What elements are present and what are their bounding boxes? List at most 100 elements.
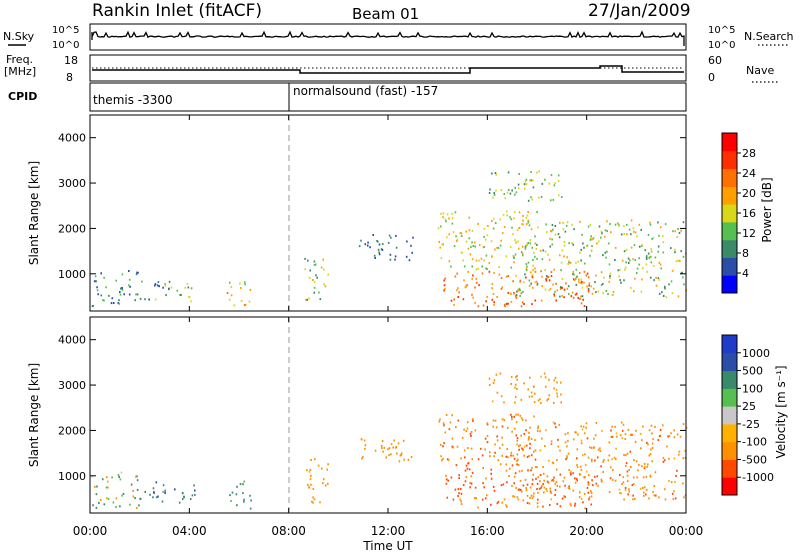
heatmap-cell [554, 488, 557, 491]
heatmap-cell [454, 275, 457, 278]
heatmap-cell [103, 276, 105, 279]
heatmap-cell [553, 387, 555, 390]
heatmap-cell [451, 222, 454, 225]
heatmap-cell [559, 254, 561, 257]
heatmap-cell [617, 269, 620, 272]
heatmap-cell [545, 429, 547, 432]
y-tick-label: 4000 [58, 334, 86, 347]
heatmap-cell [563, 241, 566, 243]
heatmap-cell [463, 449, 466, 452]
heatmap-cell [561, 277, 564, 280]
heatmap-cell [676, 236, 678, 238]
heatmap-cell [580, 439, 583, 442]
heatmap-cell [516, 439, 518, 442]
heatmap-cell [491, 255, 493, 258]
heatmap-cell [559, 473, 562, 476]
heatmap-cell [511, 484, 513, 487]
heatmap-cell [187, 286, 190, 289]
heatmap-cell [642, 486, 644, 489]
heatmap-cell [513, 482, 515, 485]
heatmap-cell [445, 482, 448, 485]
heatmap-cell [625, 462, 628, 465]
heatmap-cell [466, 467, 469, 470]
heatmap-cell [591, 238, 594, 241]
heatmap-cell [621, 437, 624, 440]
heatmap-cell [661, 424, 664, 427]
heatmap-cell [153, 491, 155, 494]
heatmap-cell [378, 253, 381, 256]
heatmap-cell [612, 469, 614, 471]
heatmap-cell [586, 272, 589, 275]
heatmap-cell [154, 284, 156, 287]
heatmap-cell [471, 241, 473, 244]
heatmap-cell [668, 434, 671, 437]
heatmap-cell [649, 474, 651, 477]
heatmap-cell [440, 257, 443, 260]
heatmap-cell [567, 432, 569, 435]
heatmap-cell [446, 496, 449, 499]
heatmap-cell [491, 298, 494, 301]
heatmap-cell [481, 454, 484, 457]
heatmap-cell [111, 297, 114, 300]
heatmap-cell [591, 292, 594, 295]
heatmap-cell [510, 451, 513, 454]
heatmap-cell [676, 433, 679, 436]
heatmap-cell [604, 251, 607, 254]
heatmap-cell [483, 235, 485, 238]
heatmap-cell [444, 218, 447, 221]
heatmap-cell [621, 483, 623, 485]
heatmap-cell [551, 243, 554, 246]
heatmap-cell [576, 457, 578, 460]
heatmap-cell [452, 231, 455, 234]
heatmap-cell [647, 443, 649, 446]
heatmap-cell [566, 287, 569, 290]
heatmap-cell [105, 286, 107, 289]
heatmap-cell [228, 281, 231, 284]
colorbar-swatch [722, 423, 737, 443]
heatmap-cell [507, 275, 510, 277]
heatmap-cell [442, 445, 444, 448]
heatmap-cell [645, 257, 648, 260]
heatmap-cell [570, 473, 572, 476]
heatmap-cell [514, 253, 517, 256]
colorbar-tick-label: 28 [742, 147, 756, 160]
heatmap-cell [148, 298, 150, 301]
heatmap-cell [559, 485, 561, 488]
heatmap-cell [513, 415, 515, 418]
heatmap-cell [310, 459, 312, 461]
heatmap-cell [165, 294, 167, 297]
heatmap-cell [388, 454, 390, 457]
heatmap-cell [387, 241, 390, 244]
heatmap-cell [547, 253, 549, 256]
heatmap-cell [632, 494, 634, 497]
heatmap-cell [673, 429, 675, 432]
heatmap-cell [517, 498, 520, 501]
heatmap-cell [530, 228, 533, 231]
heatmap-cell [543, 486, 546, 489]
heatmap-cell [529, 376, 531, 379]
heatmap-cell [512, 233, 514, 236]
heatmap-cell [583, 281, 585, 284]
heatmap-cell [93, 280, 96, 283]
heatmap-cell [636, 476, 638, 479]
heatmap-cell [619, 474, 621, 476]
heatmap-cell [528, 279, 531, 282]
heatmap-cell [493, 379, 496, 382]
heatmap-cell [465, 430, 467, 433]
x-tick-label: 00:00 [669, 524, 704, 538]
heatmap-cell [645, 475, 648, 478]
heatmap-cell [541, 485, 543, 487]
heatmap-cell [135, 293, 137, 296]
heatmap-cell [550, 479, 553, 482]
heatmap-cell [184, 286, 186, 289]
heatmap-cell [132, 489, 134, 492]
heatmap-cell [536, 430, 539, 433]
heatmap-cell [527, 199, 530, 202]
heatmap-cell [541, 285, 544, 288]
heatmap-cell [513, 217, 515, 220]
heatmap-cell [635, 429, 637, 432]
nsky-trace [91, 30, 685, 46]
heatmap-cell [610, 435, 613, 438]
heatmap-cell [446, 236, 448, 239]
